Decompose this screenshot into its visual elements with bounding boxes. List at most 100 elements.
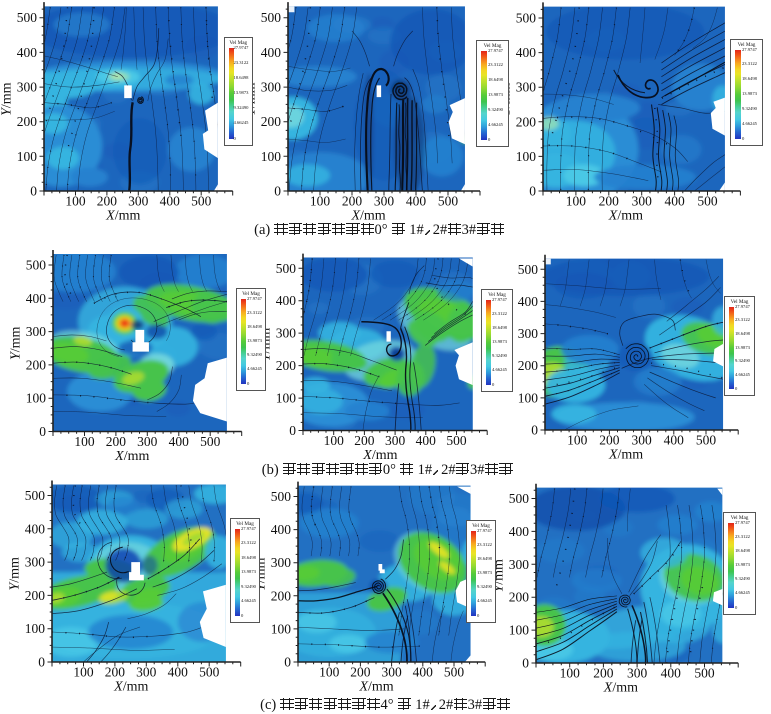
svg-text:200: 200 [25,588,46,603]
svg-text:300: 300 [518,326,539,341]
svg-text:500: 500 [26,258,47,273]
svg-text:300: 300 [385,433,406,448]
svg-text:200: 200 [17,114,38,129]
svg-text:100: 100 [319,665,340,680]
svg-text:500: 500 [697,194,718,209]
svg-text:Y/mm: Y/mm [8,557,23,591]
svg-text:400: 400 [516,45,537,60]
svg-text:200: 200 [26,357,47,372]
svg-text:400: 400 [25,521,46,536]
svg-text:300: 300 [374,194,395,209]
svg-text:200: 200 [105,665,126,680]
svg-text:200: 200 [518,358,539,373]
svg-text:100: 100 [518,390,539,405]
svg-text:100: 100 [567,433,588,448]
svg-text:400: 400 [416,433,437,448]
svg-text:0: 0 [38,655,45,670]
svg-text:0: 0 [522,656,529,671]
svg-text:400: 400 [271,522,292,537]
svg-text:0: 0 [531,423,538,438]
svg-text:400: 400 [26,291,47,306]
svg-text:300: 300 [381,665,402,680]
svg-text:0: 0 [289,423,296,438]
svg-text:Y/mm: Y/mm [0,82,15,116]
svg-text:100: 100 [276,391,297,406]
svg-text:100: 100 [324,433,345,448]
svg-text:0: 0 [284,655,291,670]
svg-text:400: 400 [664,194,685,209]
svg-text:200: 200 [599,194,620,209]
svg-text:100: 100 [17,149,38,164]
svg-text:300: 300 [627,666,648,681]
svg-text:400: 400 [17,45,38,60]
svg-text:300: 300 [632,194,653,209]
svg-text:300: 300 [261,80,282,95]
svg-text:Y/mm: Y/mm [9,326,24,360]
svg-text:100: 100 [310,194,331,209]
svg-text:300: 300 [631,433,652,448]
svg-text:0: 0 [39,424,46,439]
svg-text:500: 500 [516,11,537,26]
svg-text:100: 100 [566,194,587,209]
svg-text:500: 500 [694,666,715,681]
svg-text:X/mm: X/mm [114,449,149,464]
svg-text:200: 200 [354,433,375,448]
svg-text:300: 300 [17,80,38,95]
svg-text:400: 400 [406,194,427,209]
svg-text:X/mm: X/mm [603,681,638,696]
svg-text:500: 500 [17,10,38,25]
svg-text:500: 500 [509,491,530,506]
svg-text:400: 400 [413,665,434,680]
svg-text:500: 500 [446,433,467,448]
svg-text:200: 200 [271,588,292,603]
svg-text:300: 300 [276,326,297,341]
svg-text:500: 500 [444,665,465,680]
svg-text:300: 300 [509,557,530,572]
svg-text:400: 400 [261,45,282,60]
svg-text:0: 0 [30,184,37,199]
svg-text:500: 500 [25,488,46,503]
svg-text:400: 400 [276,293,297,308]
svg-text:400: 400 [160,194,181,209]
svg-text:X/mm: X/mm [113,680,148,695]
svg-text:500: 500 [271,489,292,504]
svg-text:100: 100 [65,194,86,209]
svg-text:X/mm: X/mm [350,209,385,224]
svg-text:500: 500 [191,194,212,209]
svg-text:400: 400 [169,434,190,449]
svg-text:300: 300 [26,324,47,339]
svg-text:200: 200 [593,666,614,681]
svg-text:400: 400 [509,524,530,539]
svg-text:200: 200 [261,114,282,129]
svg-text:100: 100 [73,665,94,680]
svg-text:400: 400 [518,294,539,309]
svg-text:0: 0 [274,184,281,199]
svg-text:500: 500 [276,261,297,276]
svg-text:400: 400 [168,665,189,680]
svg-text:500: 500 [261,10,282,25]
svg-text:100: 100 [26,391,47,406]
svg-text:300: 300 [271,555,292,570]
svg-text:500: 500 [696,433,717,448]
svg-text:100: 100 [516,149,537,164]
svg-text:0: 0 [529,184,536,199]
svg-text:100: 100 [560,666,581,681]
svg-text:X/mm: X/mm [608,448,643,463]
svg-text:200: 200 [342,194,363,209]
svg-text:200: 200 [106,434,127,449]
svg-text:300: 300 [136,665,157,680]
svg-text:200: 200 [276,358,297,373]
svg-text:100: 100 [509,623,530,638]
svg-text:200: 200 [599,433,620,448]
svg-text:300: 300 [128,194,149,209]
svg-text:100: 100 [25,621,46,636]
svg-text:200: 200 [509,590,530,605]
svg-text:500: 500 [199,665,220,680]
svg-text:300: 300 [137,434,158,449]
svg-text:500: 500 [518,262,539,277]
svg-text:200: 200 [97,194,118,209]
svg-text:500: 500 [438,194,459,209]
svg-text:100: 100 [74,434,95,449]
svg-text:X/mm: X/mm [608,209,643,224]
svg-text:100: 100 [271,621,292,636]
